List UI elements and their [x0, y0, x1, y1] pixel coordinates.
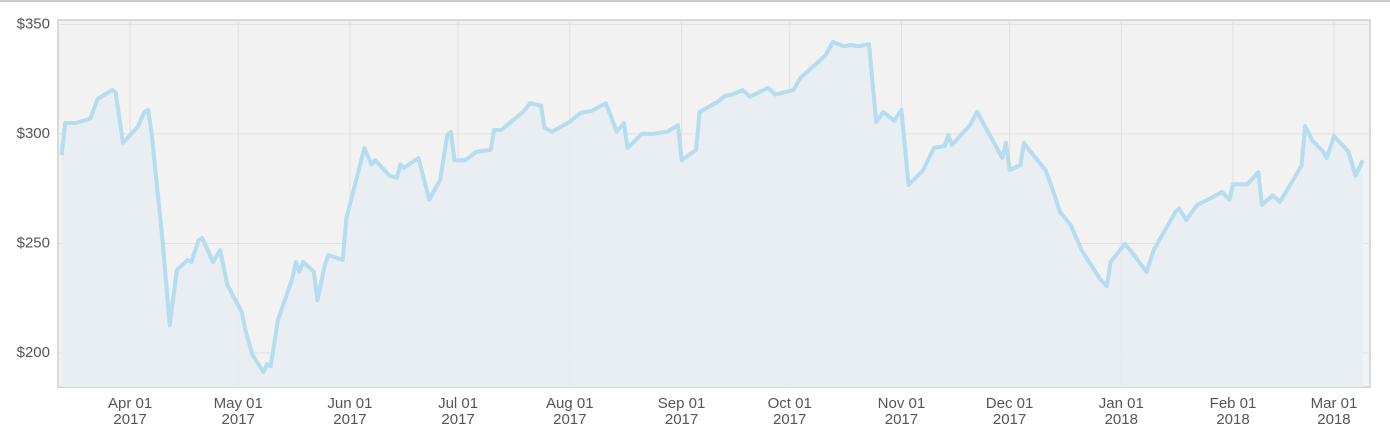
x-tick-label: Jan 01 2018: [1098, 395, 1144, 428]
y-tick-label: $250: [17, 234, 50, 251]
area: [61, 41, 1363, 388]
x-tick-label: Feb 01 2018: [1209, 395, 1257, 428]
x-tick-label: Jun 01 2017: [327, 395, 373, 428]
y-tick-label: $350: [17, 15, 50, 32]
x-tick-label: Sep 01 2017: [657, 395, 706, 428]
x-tick-label: Jul 01 2017: [438, 395, 479, 428]
x-tick-label: Aug 01 2017: [546, 395, 594, 428]
x-tick-label: Dec 01 2017: [985, 395, 1034, 428]
x-tick-label: Oct 01 2017: [767, 395, 812, 428]
y-tick-label: $300: [17, 125, 50, 142]
x-tick-label: Mar 01 2018: [1310, 395, 1358, 428]
x-tick-label: Nov 01 2017: [877, 395, 926, 428]
x-tick-label: May 01 2017: [213, 395, 263, 428]
x-tick-label: Apr 01 2017: [107, 395, 153, 428]
y-tick-label: $200: [17, 344, 50, 361]
line: [59, 39, 1365, 375]
